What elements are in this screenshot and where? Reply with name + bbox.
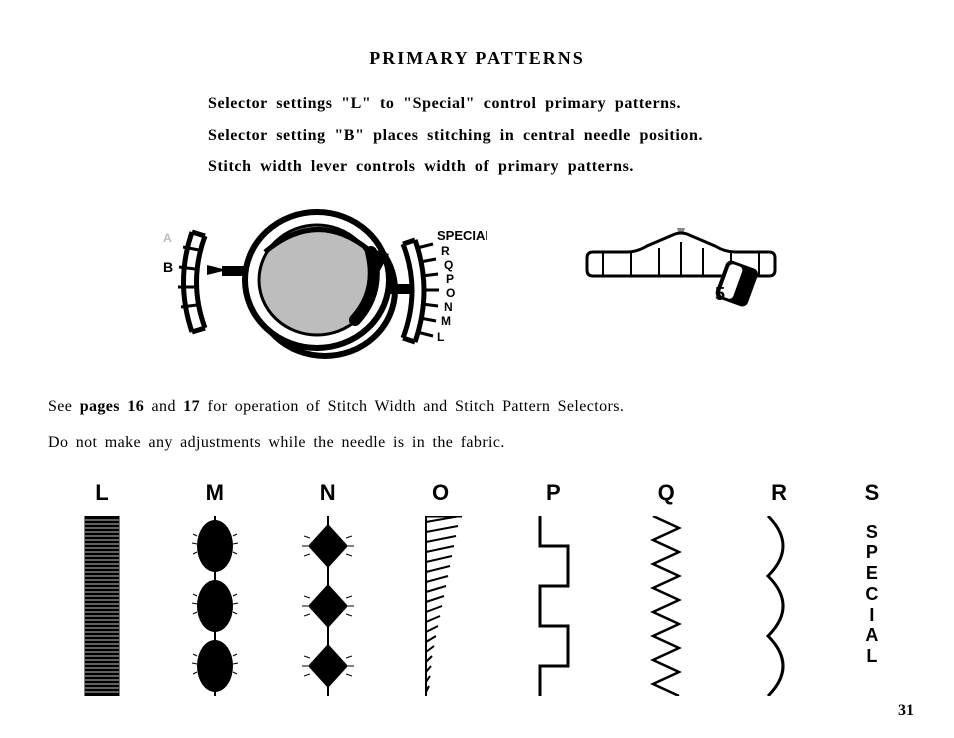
dial-label-l: L <box>437 330 444 344</box>
dial-label-special: SPECIAL <box>437 228 487 243</box>
pattern-l-icon <box>77 516 127 696</box>
dial-label-r: R <box>441 244 450 258</box>
selector-dial-figure: A B <box>157 192 487 372</box>
intro-line-1: Selector settings "L" to "Special" contr… <box>208 91 828 117</box>
pattern-o: O <box>391 480 491 696</box>
scale-label-5: 5 <box>715 284 725 304</box>
pattern-l: L <box>52 480 152 696</box>
pattern-label-r: R <box>771 480 787 506</box>
width-scale-figure: 5 <box>567 222 797 342</box>
intro-line-3: Stitch width lever controls width of pri… <box>208 154 828 180</box>
body-line-1-b: and <box>144 398 183 415</box>
special-vertical-text: SPECIAL <box>865 522 878 667</box>
page-number: 31 <box>898 702 914 720</box>
pattern-r-icon <box>754 516 804 696</box>
pattern-r: R <box>729 480 829 696</box>
svg-text:B: B <box>163 259 173 275</box>
body-line-2: Do not make any adjustments while the ne… <box>48 434 906 452</box>
pattern-o-icon <box>416 516 466 696</box>
pattern-label-q: Q <box>658 480 675 506</box>
intro-block: Selector settings "L" to "Special" contr… <box>208 91 828 180</box>
pattern-n: N <box>278 480 378 696</box>
pattern-n-icon <box>298 516 358 696</box>
body-line-1: See pages 16 and 17 for operation of Sti… <box>48 398 906 416</box>
pattern-label-o: O <box>432 480 449 506</box>
pattern-p-icon <box>528 516 578 696</box>
patterns-row: L M <box>48 480 906 696</box>
pattern-label-p: P <box>546 480 561 506</box>
body-line-1-bold: pages 16 <box>80 398 144 415</box>
pattern-p: P <box>503 480 603 696</box>
dial-label-n: N <box>444 300 453 314</box>
pattern-q-icon <box>641 516 691 696</box>
pattern-m: M <box>165 480 265 696</box>
pattern-s: S SPECIAL <box>842 480 902 667</box>
pattern-m-icon <box>190 516 240 696</box>
dial-label-m: M <box>441 314 451 328</box>
pattern-label-l: L <box>95 480 108 506</box>
pattern-label-n: N <box>320 480 336 506</box>
body-line-1-a: See <box>48 398 80 415</box>
dial-label-o: O <box>446 286 455 300</box>
dial-label-p: P <box>446 272 454 286</box>
body-line-1-bold2: 17 <box>183 398 200 415</box>
figure-row: A B <box>48 192 906 372</box>
page-title: PRIMARY PATTERNS <box>48 48 906 69</box>
dial-label-q: Q <box>444 258 453 272</box>
svg-text:A: A <box>163 231 172 245</box>
pattern-label-s: S <box>865 480 880 506</box>
intro-line-2: Selector setting "B" places stitching in… <box>208 123 828 149</box>
pattern-label-m: M <box>206 480 224 506</box>
body-line-1-c: for operation of Stitch Width and Stitch… <box>200 398 624 415</box>
pattern-q: Q <box>616 480 716 696</box>
